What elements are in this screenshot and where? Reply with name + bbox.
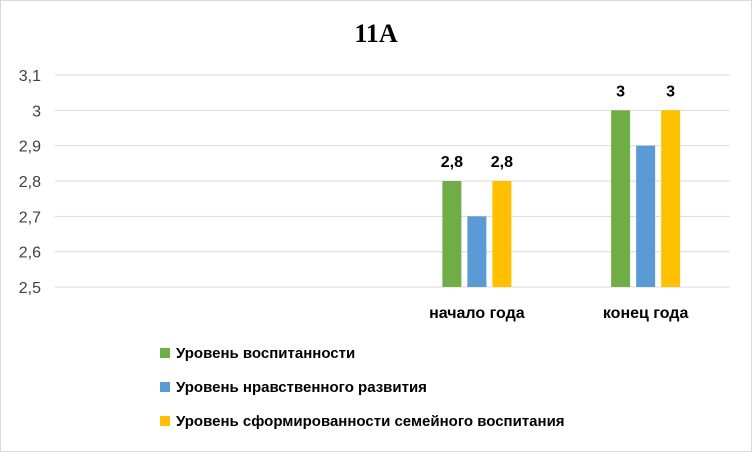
legend: Уровень воспитанности Уровень нравственно… [160, 345, 565, 430]
data-label: 3 [616, 83, 625, 100]
x-axis-categories: начало года конец года [429, 305, 688, 322]
bar [467, 216, 487, 287]
y-tick-label: 2,8 [19, 174, 41, 191]
bar [492, 181, 512, 287]
legend-label: Уровень нравственного развития [176, 379, 427, 396]
bar [442, 181, 462, 287]
legend-swatch [160, 416, 170, 426]
y-tick-label: 2,6 [19, 245, 41, 262]
data-label: 2,8 [491, 154, 513, 171]
data-label: 3 [666, 83, 675, 100]
legend-label: Уровень сформированности семейного воспи… [176, 413, 565, 430]
bar [661, 110, 681, 287]
y-tick-label: 2,5 [19, 280, 41, 297]
bar [611, 110, 631, 287]
category-label: конец года [603, 305, 689, 322]
category-label: начало года [429, 305, 525, 322]
legend-swatch [160, 382, 170, 392]
bars [442, 110, 681, 287]
data-label: 2,8 [441, 154, 463, 171]
bar [636, 145, 656, 287]
legend-label: Уровень воспитанности [176, 345, 355, 362]
y-tick-label: 2,7 [19, 209, 41, 226]
y-tick-label: 3,1 [19, 68, 41, 85]
y-axis-ticks: 2,5 2,6 2,7 2,8 2,9 3 3,1 [19, 68, 41, 297]
data-labels: 2,8 2,8 3 3 [441, 83, 675, 171]
y-tick-label: 3 [32, 103, 41, 120]
y-tick-label: 2,9 [19, 139, 41, 156]
legend-swatch [160, 348, 170, 358]
chart-title: 11А [354, 19, 398, 48]
